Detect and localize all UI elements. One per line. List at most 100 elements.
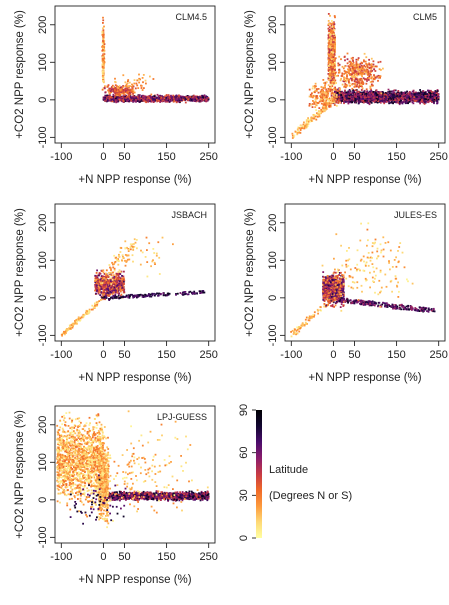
data-point bbox=[300, 129, 302, 131]
data-point bbox=[344, 83, 346, 85]
data-point bbox=[308, 123, 310, 125]
data-point bbox=[368, 79, 370, 81]
data-point bbox=[331, 53, 333, 55]
data-point bbox=[297, 129, 299, 131]
data-point bbox=[356, 85, 358, 87]
data-point bbox=[117, 87, 119, 89]
data-point bbox=[328, 23, 330, 25]
data-point bbox=[371, 81, 373, 83]
data-point bbox=[190, 98, 192, 100]
data-point bbox=[337, 75, 339, 77]
data-point bbox=[128, 86, 130, 88]
data-point bbox=[373, 66, 375, 68]
data-point bbox=[292, 133, 294, 135]
data-point bbox=[143, 74, 145, 76]
data-point bbox=[334, 45, 336, 47]
data-point bbox=[398, 99, 400, 101]
data-point bbox=[426, 96, 428, 98]
data-point bbox=[348, 66, 350, 68]
data-point bbox=[124, 94, 126, 96]
data-point bbox=[113, 91, 115, 93]
data-point bbox=[350, 94, 352, 96]
data-point bbox=[295, 131, 297, 133]
data-point bbox=[329, 15, 331, 17]
data-point bbox=[154, 95, 156, 97]
data-point bbox=[393, 90, 395, 92]
data-point bbox=[419, 89, 421, 91]
data-point bbox=[126, 85, 128, 87]
data-point bbox=[102, 60, 104, 62]
data-point bbox=[104, 85, 106, 87]
data-point bbox=[137, 87, 139, 89]
data-point bbox=[386, 101, 388, 103]
data-point bbox=[105, 100, 107, 102]
data-point bbox=[334, 23, 336, 25]
data-point bbox=[333, 32, 335, 34]
data-point bbox=[103, 29, 105, 31]
data-point bbox=[420, 91, 422, 93]
data-point bbox=[104, 92, 106, 94]
data-point bbox=[366, 88, 368, 90]
data-point bbox=[430, 98, 432, 100]
data-point bbox=[102, 40, 104, 42]
data-point bbox=[429, 92, 431, 94]
data-point bbox=[123, 86, 125, 88]
data-point bbox=[313, 115, 315, 117]
data-point bbox=[402, 97, 404, 99]
data-point bbox=[388, 96, 390, 98]
data-point bbox=[364, 53, 366, 55]
data-point bbox=[344, 66, 346, 68]
data-point bbox=[379, 77, 381, 79]
data-point bbox=[434, 97, 436, 99]
data-point bbox=[344, 56, 346, 58]
data-point bbox=[178, 101, 180, 103]
data-point bbox=[392, 102, 394, 104]
data-point bbox=[362, 96, 364, 98]
data-point bbox=[406, 91, 408, 93]
data-point bbox=[346, 93, 348, 95]
data-point bbox=[102, 27, 104, 29]
data-point bbox=[307, 125, 309, 127]
data-point bbox=[376, 96, 378, 98]
data-point bbox=[352, 91, 354, 93]
data-point bbox=[427, 90, 429, 92]
data-point bbox=[418, 98, 420, 100]
data-point bbox=[340, 94, 342, 96]
data-point bbox=[354, 95, 356, 97]
data-point bbox=[394, 96, 396, 98]
data-point bbox=[349, 61, 351, 63]
data-point bbox=[369, 64, 371, 66]
data-point bbox=[412, 101, 414, 103]
data-point bbox=[391, 91, 393, 93]
data-point bbox=[356, 91, 358, 93]
data-point bbox=[335, 57, 337, 59]
data-point bbox=[158, 96, 160, 98]
data-point bbox=[187, 99, 189, 101]
data-point bbox=[380, 75, 382, 77]
data-point bbox=[131, 98, 133, 100]
data-point bbox=[406, 100, 408, 102]
data-point bbox=[362, 100, 364, 102]
data-point bbox=[344, 98, 346, 100]
data-point bbox=[374, 97, 376, 99]
data-point bbox=[358, 81, 360, 83]
data-point bbox=[340, 58, 342, 60]
data-point bbox=[138, 95, 140, 97]
data-point bbox=[346, 77, 348, 79]
data-point bbox=[320, 109, 322, 111]
data-point bbox=[349, 83, 351, 85]
data-point bbox=[333, 33, 335, 35]
data-point bbox=[102, 49, 104, 51]
data-point bbox=[180, 98, 182, 100]
data-point bbox=[185, 98, 187, 100]
data-point bbox=[343, 73, 345, 75]
data-point bbox=[419, 103, 421, 105]
data-point bbox=[328, 48, 330, 50]
data-point bbox=[208, 99, 210, 101]
data-point bbox=[307, 117, 309, 119]
data-point bbox=[425, 98, 427, 100]
data-point bbox=[115, 84, 117, 86]
data-point bbox=[330, 67, 332, 69]
data-point bbox=[330, 80, 332, 82]
data-point bbox=[380, 102, 382, 104]
